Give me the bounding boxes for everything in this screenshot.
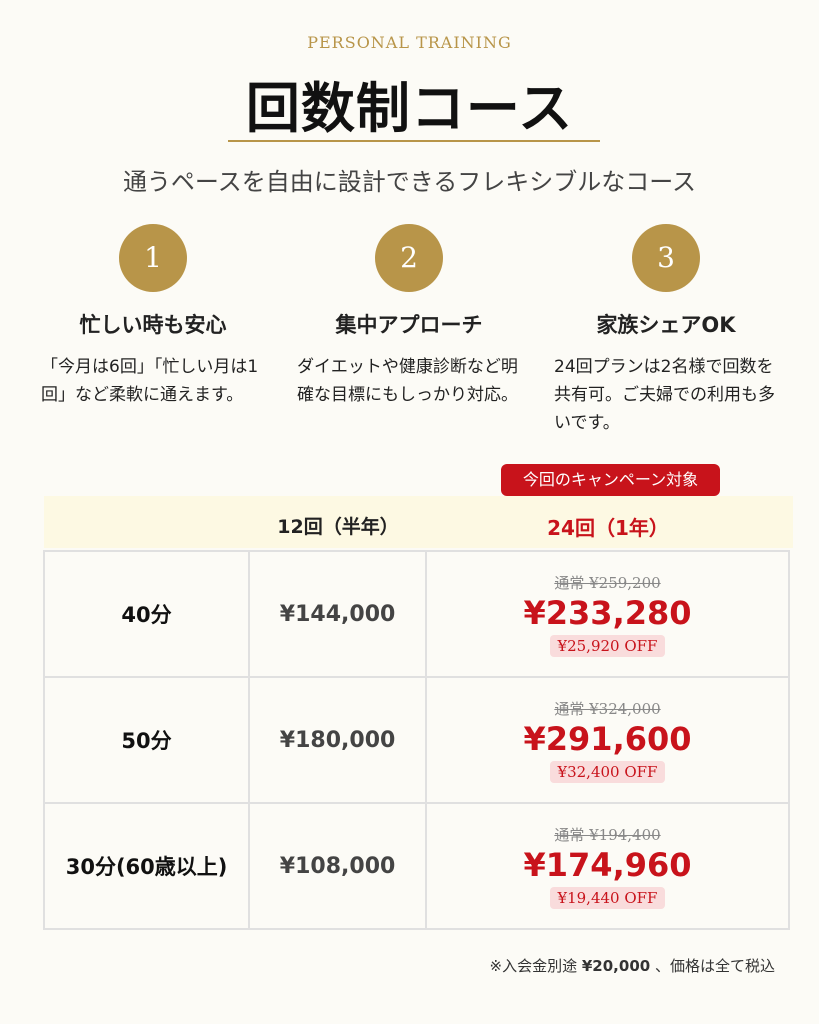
- duration-cell: 30分(60歳以上): [42, 802, 251, 930]
- regular-price: 通常 ¥194,400: [554, 825, 661, 844]
- footnote-amount: ¥20,000: [581, 957, 651, 975]
- price-table: 40分 ¥144,000 通常 ¥259,200 ¥233,280 ¥25,92…: [42, 550, 790, 930]
- feature-2: 2 集中アプローチ ダイエットや健康診断など明確な目標にもしっかり対応。: [284, 224, 534, 409]
- price-12-cell: ¥144,000: [248, 550, 428, 678]
- sale-price: ¥291,600: [523, 719, 692, 758]
- sale-price: ¥174,960: [523, 845, 692, 884]
- discount-badge: ¥19,440 OFF: [549, 886, 666, 909]
- duration-cell: 50分: [42, 676, 251, 804]
- price-24-cell: 通常 ¥194,400 ¥174,960 ¥19,440 OFF: [425, 802, 790, 930]
- regular-price: 通常 ¥259,200: [554, 573, 661, 592]
- feature-number-badge: 3: [632, 224, 700, 292]
- campaign-badge: 今回のキャンペーン対象: [501, 464, 720, 496]
- price-12-cell: ¥108,000: [248, 802, 428, 930]
- feature-title: 家族シェアOK: [596, 313, 736, 337]
- page-subtitle: 通うペースを自由に設計できるフレキシブルなコース: [122, 168, 697, 196]
- table-row: 30分(60歳以上) ¥108,000 通常 ¥194,400 ¥174,960…: [42, 802, 790, 930]
- sale-price: ¥233,280: [523, 593, 692, 632]
- column-header-24: 24回（1年）: [547, 516, 669, 540]
- feature-description: ダイエットや健康診断など明確な目標にもしっかり対応。: [297, 357, 518, 405]
- table-header-band: [44, 496, 793, 548]
- discount-badge: ¥32,400 OFF: [549, 760, 666, 783]
- price-12-cell: ¥180,000: [248, 676, 428, 804]
- footnote: ※入会金別途 ¥20,000 、価格は全て税込: [490, 955, 775, 976]
- page-title: 回数制コース: [245, 76, 574, 140]
- feature-3: 3 家族シェアOK 24回プランは2名様で回数を共有可。ご夫婦での利用も多いです…: [541, 224, 791, 437]
- price-24-cell: 通常 ¥259,200 ¥233,280 ¥25,920 OFF: [425, 550, 790, 678]
- feature-description: 24回プランは2名様で回数を共有可。ご夫婦での利用も多いです。: [554, 357, 775, 433]
- price-24-cell: 通常 ¥324,000 ¥291,600 ¥32,400 OFF: [425, 676, 790, 804]
- regular-price: 通常 ¥324,000: [554, 699, 661, 718]
- title-divider: [228, 140, 600, 142]
- footnote-prefix: ※入会金別途: [489, 957, 578, 975]
- footnote-suffix: 、価格は全て税込: [654, 957, 775, 975]
- column-header-12: 12回（半年）: [277, 516, 399, 538]
- eyebrow-label: PERSONAL TRAINING: [307, 33, 512, 52]
- feature-title: 忙しい時も安心: [79, 313, 227, 337]
- feature-description: 「今月は6回」「忙しい月は1回」など柔軟に通えます。: [41, 357, 259, 405]
- feature-1: 1 忙しい時も安心 「今月は6回」「忙しい月は1回」など柔軟に通えます。: [28, 224, 278, 409]
- duration-cell: 40分: [42, 550, 251, 678]
- feature-number-badge: 2: [375, 224, 443, 292]
- table-row: 50分 ¥180,000 通常 ¥324,000 ¥291,600 ¥32,40…: [42, 676, 790, 804]
- table-row: 40分 ¥144,000 通常 ¥259,200 ¥233,280 ¥25,92…: [42, 550, 790, 678]
- discount-badge: ¥25,920 OFF: [549, 634, 666, 657]
- feature-number-badge: 1: [119, 224, 187, 292]
- feature-title: 集中アプローチ: [335, 313, 483, 337]
